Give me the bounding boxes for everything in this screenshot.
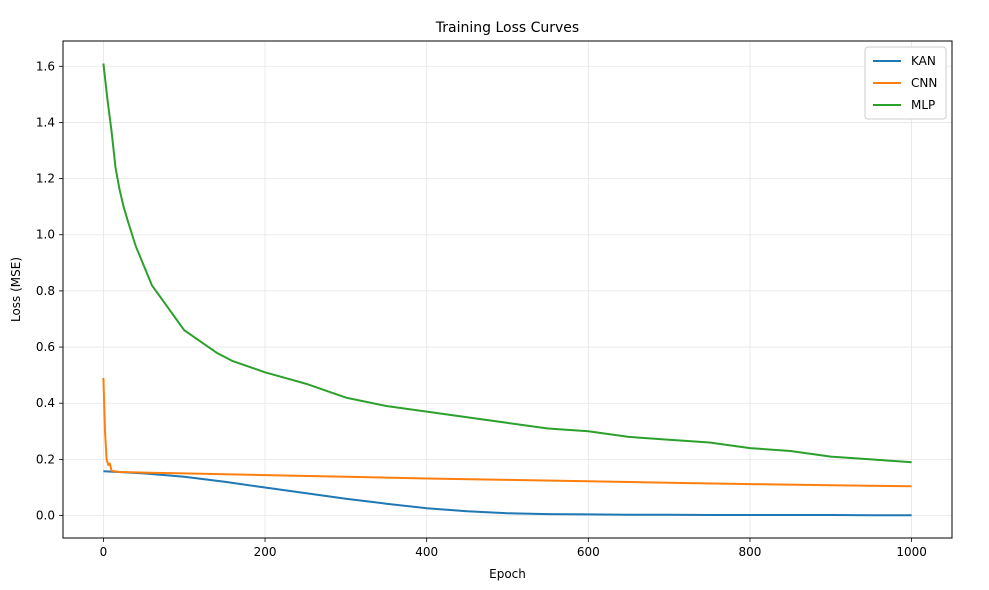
legend: KAN CNN MLP [864, 46, 947, 120]
grid [63, 41, 952, 538]
y-tick-label: 0.6 [36, 340, 55, 354]
y-tick-label: 0.0 [36, 509, 55, 523]
chart-title: Training Loss Curves [435, 20, 579, 36]
x-tick-label: 600 [577, 545, 600, 559]
series-line-cnn [102, 377, 912, 488]
series-layer [102, 63, 912, 517]
x-tick-label: 1000 [896, 545, 927, 559]
x-tick-label: 0 [100, 545, 108, 559]
x-tick-label: 200 [254, 545, 277, 559]
y-tick-label: 1.4 [36, 115, 55, 129]
series-line-kan [103, 470, 912, 517]
ticks: 0 200 400 600 800 1000 0.0 0.2 0.4 0.6 0.8 1.0 1.2 1.… [36, 59, 927, 559]
legend-label: KAN [911, 54, 936, 68]
y-tick-label: 0.8 [36, 284, 55, 298]
legend-label: CNN [911, 76, 937, 90]
y-tick-label: 0.4 [36, 396, 55, 410]
x-tick-label: 800 [739, 545, 762, 559]
y-axis-label: Loss (MSE) [9, 257, 23, 322]
y-tick-label: 1.0 [36, 228, 55, 242]
y-tick-label: 0.2 [36, 452, 55, 466]
plot-frame [62, 40, 953, 539]
y-tick-label: 1.6 [36, 59, 55, 73]
legend-label: MLP [911, 98, 935, 112]
series-line-mlp [102, 63, 912, 464]
legend-box [864, 46, 947, 120]
x-tick-label: 400 [415, 545, 438, 559]
y-tick-label: 1.2 [36, 172, 55, 186]
x-axis-label: Epoch [489, 567, 526, 581]
